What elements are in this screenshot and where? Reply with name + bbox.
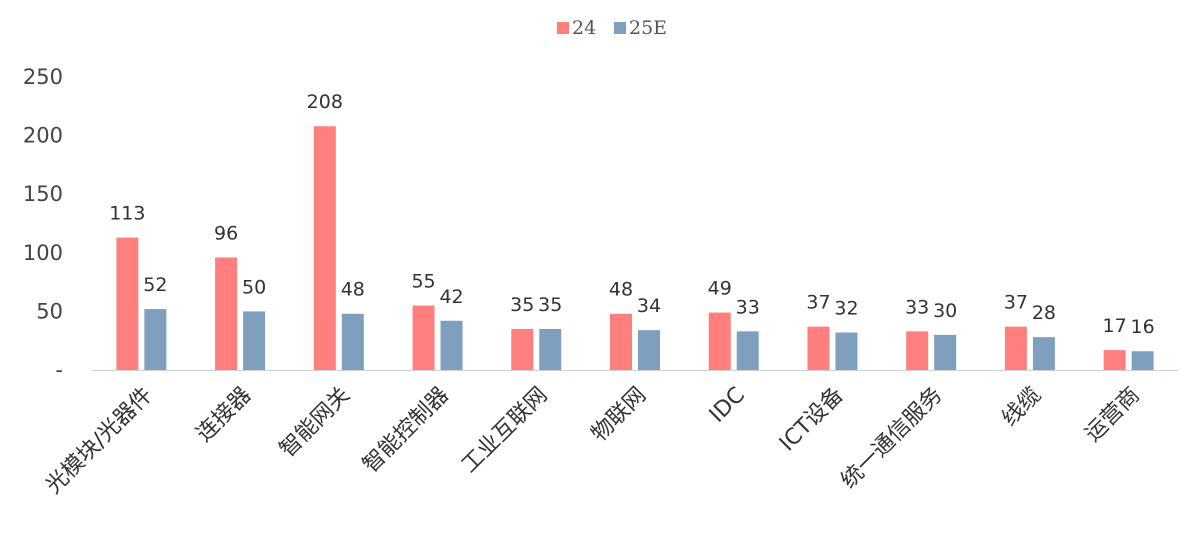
bar-25E-2: [341, 313, 364, 370]
x-axis: 光模块/光器件 连接器 智能网关 智能控制器 工业互联网 物联网 IDC ICT设备统一通信服…: [41, 370, 1178, 499]
data-label-24-0: 113: [109, 203, 145, 225]
bar-25E-5: [638, 330, 660, 370]
data-label-25E-9: 28: [1032, 302, 1056, 324]
data-label-24-1: 96: [214, 222, 238, 244]
legend: 24 25E: [557, 17, 667, 39]
bar-25E-7: [835, 332, 858, 370]
data-label-24-3: 55: [411, 271, 435, 293]
bar-24-4: [511, 328, 534, 370]
bar-25E-9: [1032, 337, 1055, 370]
data-label-25E-5: 34: [637, 295, 661, 317]
data-label-24-6: 49: [708, 278, 732, 300]
data-label-25E-0: 52: [143, 274, 167, 296]
data-label-24-5: 48: [609, 279, 633, 301]
data-label-25E-4: 35: [538, 294, 562, 316]
x-tick-label: 智能网关: [275, 383, 355, 463]
data-label-24-7: 37: [806, 292, 830, 314]
y-tick-label: 150: [23, 182, 63, 206]
x-tick-label: 运营商: [1081, 383, 1145, 447]
x-tick-label: 智能控制器: [358, 383, 453, 478]
y-tick-label: 200: [23, 124, 63, 148]
data-label-25E-7: 32: [834, 297, 858, 319]
data-label-24-9: 37: [1004, 292, 1028, 314]
bar-24-2: [313, 126, 336, 370]
x-tick-label: 物联网: [587, 383, 651, 447]
y-tick-label: 250: [23, 65, 63, 89]
x-tick-label: ICT设备: [775, 383, 849, 457]
bar-24-6: [708, 312, 731, 370]
bar-24-7: [807, 326, 830, 370]
y-tick-label: 50: [36, 299, 63, 323]
x-tick-label: 线缆: [997, 383, 1046, 432]
bars: [116, 126, 1154, 370]
x-tick-label: 连接器: [192, 383, 256, 447]
y-axis: - 50 100 150 200 250: [23, 65, 63, 382]
bar-25E-4: [539, 328, 562, 370]
bar-25E-10: [1131, 351, 1154, 370]
x-tick-label: 统一通信服务: [836, 383, 947, 494]
bar-24-1: [215, 257, 238, 370]
y-tick-label: 100: [23, 241, 63, 265]
x-tick-label: 工业互联网: [457, 383, 552, 478]
data-label-24-2: 208: [307, 91, 343, 113]
data-label-24-8: 33: [905, 296, 929, 318]
bar-24-5: [610, 313, 632, 370]
data-label-25E-6: 33: [736, 296, 760, 318]
data-label-24-4: 35: [510, 294, 534, 316]
y-tick-label: -: [55, 358, 63, 382]
data-label-24-10: 17: [1103, 315, 1127, 337]
bar-25E-1: [243, 311, 266, 370]
bar-25E-6: [736, 331, 759, 370]
legend-swatch-24: [557, 22, 569, 34]
data-label-25E-10: 16: [1131, 316, 1155, 338]
bar-24-0: [116, 237, 139, 370]
bar-25E-3: [440, 320, 463, 370]
x-tick-label: 光模块/光器件: [41, 383, 157, 499]
data-label-25E-8: 30: [933, 300, 957, 322]
bar-24-8: [906, 331, 929, 370]
data-label-25E-3: 42: [439, 286, 463, 308]
x-tick-label: IDC: [705, 383, 750, 428]
legend-label-25E: 25E: [629, 17, 667, 39]
bar-25E-8: [934, 334, 957, 370]
bar-25E-0: [144, 309, 167, 370]
bar-24-10: [1103, 350, 1126, 370]
bar-24-9: [1004, 326, 1027, 370]
legend-swatch-25E: [614, 22, 626, 34]
legend-label-24: 24: [572, 17, 596, 39]
data-label-25E-1: 50: [242, 276, 266, 298]
data-label-25E-2: 48: [341, 279, 365, 301]
bar-24-3: [412, 305, 435, 370]
